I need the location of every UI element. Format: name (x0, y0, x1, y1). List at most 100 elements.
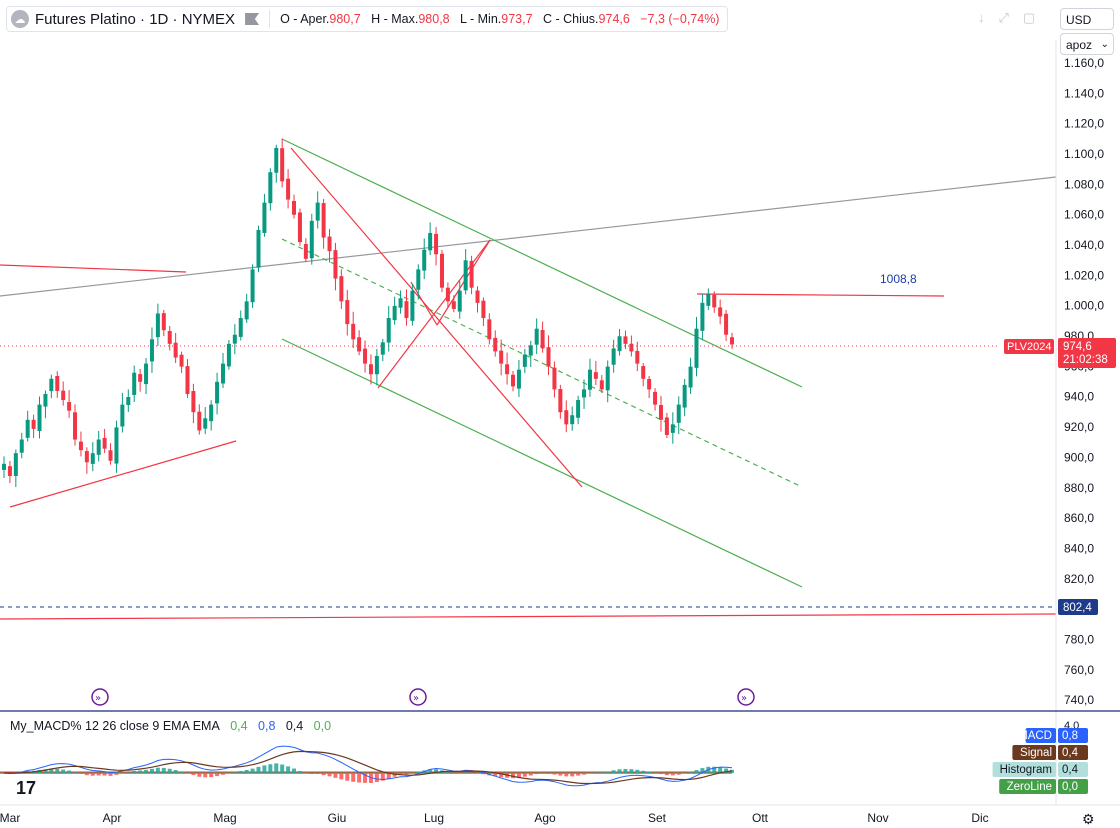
candle-body (410, 290, 415, 321)
histogram-bar (700, 768, 705, 773)
gear-icon[interactable]: ⚙ (1082, 811, 1095, 827)
histogram-bar (268, 764, 273, 773)
y-tick-label: 780,0 (1064, 632, 1094, 646)
candle-body (522, 354, 527, 367)
candle-body (149, 339, 154, 362)
candle-body (96, 439, 101, 455)
candle-body (564, 410, 569, 425)
histogram-bar (351, 773, 356, 782)
candle-body (718, 307, 723, 317)
histogram-bar (475, 773, 480, 774)
histogram-bar (138, 770, 143, 773)
histogram-bar (658, 773, 663, 775)
macd-label-3 (999, 779, 1056, 794)
candle-body (380, 342, 385, 355)
candle-body (132, 372, 137, 395)
candle-body (238, 318, 243, 337)
candle-body (457, 290, 462, 312)
histogram-bar (357, 773, 362, 783)
candle-body (244, 301, 249, 320)
candle-body (599, 380, 604, 390)
histogram-bar (173, 770, 178, 773)
download-icon[interactable]: ↓ (978, 10, 985, 25)
histogram-bar (250, 768, 255, 773)
histogram-bar (664, 773, 669, 776)
pattern-line-4[interactable] (436, 239, 491, 326)
macd-legend-value-3: 0,4 (285, 719, 304, 733)
high-value: 980,8 (418, 12, 450, 26)
candle-body (49, 378, 54, 392)
x-tick-label: Giu (328, 811, 347, 825)
candle-body (540, 330, 545, 349)
currency-selector[interactable]: USD (1060, 8, 1114, 30)
channel-median-line[interactable] (281, 238, 803, 488)
last-price-value: 974,6 (1063, 341, 1092, 353)
candle-body (179, 354, 184, 367)
macd-legend[interactable]: My_MACD% 12 26 close 9 EMA EMA 0,4 0,8 0… (10, 719, 331, 733)
trendline-red-support[interactable] (9, 440, 237, 508)
pattern-line-1[interactable] (290, 147, 583, 488)
y-tick-label: 880,0 (1064, 481, 1094, 495)
annotation-1008[interactable]: 1008,8 (880, 272, 917, 286)
histogram-bar (339, 773, 344, 780)
pattern-line-3[interactable] (410, 281, 438, 326)
histogram-bar (73, 772, 78, 773)
level-price-value: 802,4 (1063, 602, 1092, 614)
tradingview-logo-icon: 17 (16, 778, 36, 798)
candle-body (31, 419, 36, 429)
histogram-bar (108, 773, 113, 776)
candle-body (570, 415, 575, 425)
trendline-gray[interactable] (0, 176, 1057, 297)
event-marker-glyph: » (413, 693, 419, 704)
candle-body (209, 404, 214, 422)
histogram-bar (647, 771, 652, 773)
histogram-bar (49, 768, 54, 773)
candle-body (534, 328, 539, 345)
trendline-red-top[interactable] (0, 264, 187, 273)
histogram-bar (197, 773, 202, 777)
histogram-bar (309, 773, 314, 775)
level-price-tag (1058, 599, 1098, 615)
symbol-legend[interactable]: ☁ Futures Platino · 1D · NYMEX O - Aper.… (6, 6, 729, 32)
channel-lower-line[interactable] (281, 338, 803, 588)
event-marker-icon[interactable] (737, 688, 755, 706)
scale-selector[interactable]: apoz ⌄ (1060, 33, 1114, 55)
candle-body (37, 404, 42, 431)
histogram-bar (404, 773, 409, 775)
event-marker-icon[interactable] (409, 688, 427, 706)
resistance-line[interactable] (696, 293, 945, 297)
fullscreen-icon[interactable]: ⤢ (998, 10, 1009, 25)
histogram-bar (587, 773, 592, 774)
candle-body (487, 319, 492, 340)
candle-body (292, 200, 297, 215)
histogram-bar (605, 771, 610, 773)
y-tick-label: 820,0 (1064, 572, 1094, 586)
candle-body (250, 269, 255, 303)
event-marker-icon[interactable] (91, 688, 109, 706)
symbol-price-tag (1004, 339, 1054, 354)
y-tick-label: 740,0 (1064, 693, 1094, 707)
flag-icon[interactable] (245, 13, 260, 25)
candle-body (623, 336, 628, 344)
candle-body (587, 369, 592, 390)
candle-body (374, 356, 379, 375)
square-icon[interactable]: ▢ (1022, 10, 1036, 25)
x-tick-label: Dic (971, 811, 988, 825)
event-marker-glyph: » (95, 693, 101, 704)
x-tick-label: Apr (103, 811, 122, 825)
candle-body (315, 202, 320, 221)
histogram-bar (149, 768, 154, 773)
candle-body (13, 453, 18, 476)
histogram-bar (345, 773, 350, 781)
long-term-red-line[interactable] (0, 613, 1057, 620)
channel-upper-line[interactable] (281, 138, 803, 388)
candle-body (670, 424, 675, 433)
candle-body (90, 453, 95, 464)
macd-label-name: Signal (1020, 747, 1052, 759)
histogram-bar (179, 771, 184, 773)
y-tick-label: 940,0 (1064, 390, 1094, 404)
histogram-bar (428, 769, 433, 773)
candle-body (274, 147, 279, 173)
histogram-bar (682, 773, 687, 774)
